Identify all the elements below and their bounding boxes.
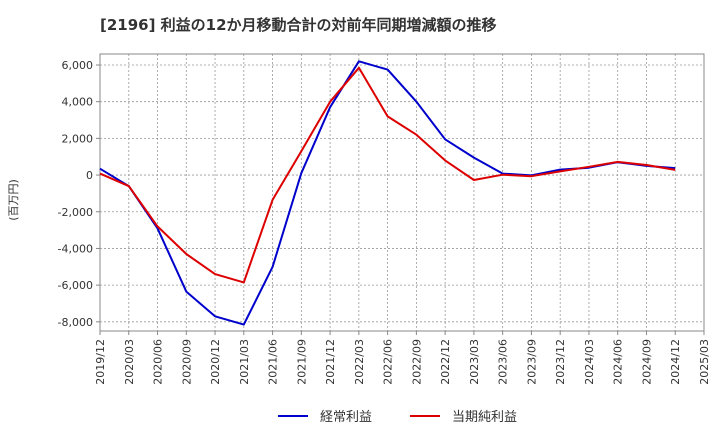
x-tick-label: 2021/12	[324, 339, 337, 385]
y-tick-label: -8,000	[58, 316, 93, 329]
y-tick-label: -6,000	[58, 279, 93, 292]
x-tick-label: 2019/12	[94, 339, 107, 385]
x-tick-label: 2020/06	[152, 339, 165, 385]
x-tick-label: 2024/06	[612, 339, 625, 385]
x-tick-label: 2023/12	[554, 339, 567, 385]
x-tick-label: 2021/03	[238, 339, 251, 385]
x-tick-label: 2020/09	[180, 339, 193, 385]
x-tick-label: 2022/09	[410, 339, 423, 385]
y-tick-label: -2,000	[58, 206, 93, 219]
x-tick-labels: 2019/12 2020/03 2020/06 2020/09 2020/12 2021/…	[94, 331, 711, 385]
grid-lines	[100, 54, 704, 331]
plot-area	[99, 53, 705, 332]
y-tick-label: 4,000	[62, 96, 94, 109]
x-tick-label: 2021/09	[295, 339, 308, 385]
series-line-1	[99, 66, 676, 284]
series-lines	[99, 60, 676, 326]
x-tick-label: 2022/12	[439, 339, 452, 385]
x-tick-label: 2020/03	[123, 339, 136, 385]
legend: 経常利益 当期純利益	[278, 410, 517, 425]
chart-title: [2196] 利益の12か月移動合計の対前年同期増減額の推移	[100, 16, 497, 34]
x-tick-label: 2021/06	[267, 339, 280, 385]
x-tick-label: 2023/06	[497, 339, 510, 385]
x-tick-label: 2024/12	[669, 339, 682, 385]
y-tick-labels: -8,000 -6,000 -4,000 -2,000 0 2,000 4,000 6,000	[58, 59, 100, 329]
x-tick-label: 2022/06	[382, 339, 395, 385]
y-tick-label: 0	[86, 169, 93, 182]
y-tick-label: 6,000	[62, 59, 94, 72]
x-tick-label: 2023/09	[525, 339, 538, 385]
y-tick-label: -4,000	[58, 242, 93, 255]
x-tick-label: 2025/03	[698, 339, 711, 385]
y-tick-label: 2,000	[62, 132, 94, 145]
x-tick-label: 2022/03	[353, 339, 366, 385]
x-tick-label: 2020/12	[209, 339, 222, 385]
legend-label-series-0: 経常利益	[320, 410, 372, 425]
legend-label-series-1: 当期純利益	[452, 410, 517, 425]
x-tick-label: 2023/03	[468, 339, 481, 385]
x-tick-label: 2024/09	[640, 339, 653, 385]
y-axis-label: (百万円)	[7, 179, 20, 221]
x-tick-label: 2024/03	[583, 339, 596, 385]
